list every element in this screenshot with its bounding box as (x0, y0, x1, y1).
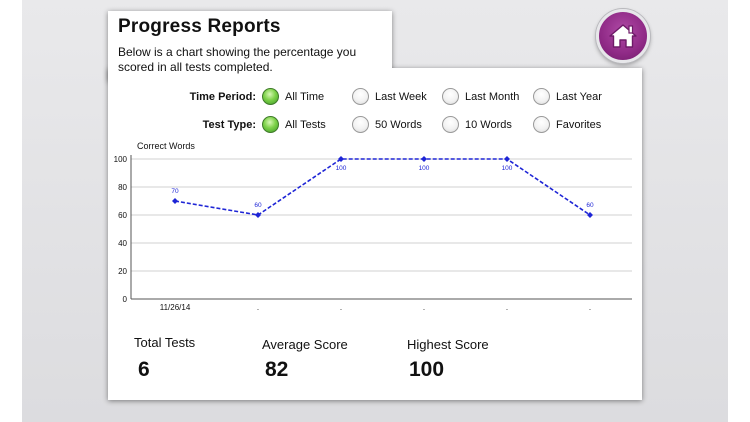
average-score-label: Average Score (262, 337, 348, 352)
home-button[interactable] (596, 9, 650, 63)
series-line (174, 158, 591, 216)
y-tick-label: 100 (114, 155, 128, 164)
radio-selected[interactable] (262, 88, 279, 105)
total-tests-label: Total Tests (134, 335, 196, 350)
test-type-option-50-words[interactable]: 50 Words (352, 116, 422, 133)
data-label: 100 (336, 165, 347, 172)
radio[interactable] (352, 88, 369, 105)
x-tick-label: . (506, 303, 508, 312)
radio-selected[interactable] (262, 116, 279, 133)
y-tick-label: 40 (118, 239, 127, 248)
radio[interactable] (533, 116, 550, 133)
data-label: 60 (586, 202, 594, 209)
test-type-label: Test Type: (202, 119, 256, 131)
data-point (504, 156, 510, 162)
page-title: Progress Reports (118, 16, 281, 37)
data-point (338, 156, 344, 162)
radio[interactable] (352, 116, 369, 133)
time-period-label: Time Period: (189, 91, 256, 103)
highest-score-label: Highest Score (407, 337, 489, 352)
time-period-option-all-time[interactable]: All Time (262, 88, 324, 105)
y-tick-label: 0 (123, 295, 128, 304)
home-icon (609, 24, 637, 48)
total-tests-value: 6 (138, 358, 150, 381)
data-label: 100 (419, 165, 430, 172)
page-description: Below is a chart showing the percentage … (118, 45, 357, 74)
y-tick-label: 60 (118, 211, 127, 220)
test-type-option-all-tests[interactable]: All Tests (262, 116, 326, 133)
radio[interactable] (533, 88, 550, 105)
report-panel (108, 68, 642, 400)
radio[interactable] (442, 88, 459, 105)
data-label: 60 (254, 202, 262, 209)
data-point (587, 212, 593, 218)
x-tick-label: . (423, 303, 425, 312)
data-label: 70 (171, 188, 179, 195)
data-point (172, 198, 178, 204)
time-period-option-last-year[interactable]: Last Year (533, 88, 602, 105)
x-tick-label: . (340, 303, 342, 312)
y-tick-label: 80 (118, 183, 127, 192)
data-point (255, 212, 261, 218)
y-tick-label: 20 (118, 267, 127, 276)
x-tick-label: . (257, 303, 259, 312)
average-score-value: 82 (265, 358, 289, 381)
x-tick-label: . (589, 303, 591, 312)
test-type-option-10-words[interactable]: 10 Words (442, 116, 512, 133)
time-period-option-last-week[interactable]: Last Week (352, 88, 427, 105)
time-period-option-last-month[interactable]: Last Month (442, 88, 519, 105)
x-tick-label: 11/26/14 (160, 303, 191, 312)
test-type-option-favorites[interactable]: Favorites (533, 116, 601, 133)
highest-score-value: 100 (409, 358, 445, 381)
data-point (421, 156, 427, 162)
radio[interactable] (442, 116, 459, 133)
y-axis-label: Correct Words (137, 141, 195, 151)
data-label: 100 (502, 165, 513, 172)
score-line-chart: Correct Words 0 20 40 60 80 100 11/26/14.... . 70… (114, 141, 632, 312)
